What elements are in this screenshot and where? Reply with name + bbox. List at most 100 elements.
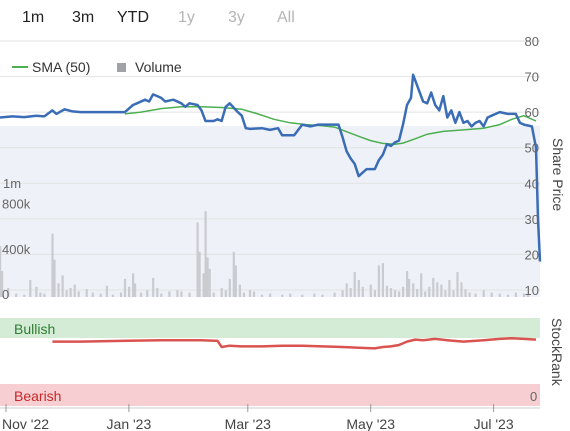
price-area-fill: [0, 126, 540, 297]
volume-bar-73: [398, 291, 401, 297]
x-tick-label-2: Mar '23: [225, 416, 271, 431]
volume-bar-84: [440, 284, 443, 297]
volume-bar-75: [406, 271, 409, 297]
volume-bar-33: [176, 290, 179, 297]
range-button-1m[interactable]: 1m: [22, 9, 44, 26]
volume-bar-63: [353, 272, 356, 297]
legend: SMA (50) Volume: [12, 59, 182, 75]
volume-bar-68: [377, 265, 380, 297]
volume-bar-74: [402, 286, 405, 297]
price-tick-60: 60: [525, 105, 539, 120]
volume-bar-58: [321, 294, 324, 297]
legend-volume-label: Volume: [135, 59, 182, 75]
volume-bar-79: [420, 273, 423, 297]
volume-bar-42: [212, 292, 215, 297]
volume-bar-60: [341, 290, 344, 297]
volume-bar-97: [514, 292, 517, 297]
volume-bar-45: [228, 278, 231, 297]
volume-bar-56: [301, 294, 304, 297]
range-button-all: All: [277, 9, 295, 26]
price-tick-30: 30: [525, 212, 539, 227]
bearish-band: [0, 384, 540, 406]
volume-bar-43: [220, 288, 223, 297]
volume-bar-85: [444, 290, 447, 297]
price-tick-20: 20: [525, 247, 539, 262]
volume-bar-96: [506, 294, 509, 297]
volume-bar-8: [43, 293, 46, 297]
volume-bar-82: [432, 277, 435, 297]
volume-bar-44: [224, 290, 227, 297]
volume-bar-52: [260, 294, 264, 297]
volume-bar-67: [373, 290, 376, 297]
volume-bar-1: [1, 271, 4, 297]
price-tick-50: 50: [525, 141, 539, 156]
volume-bar-39: [204, 211, 207, 297]
price-tick-10: 10: [525, 283, 539, 298]
volume-tick-0: 0: [2, 287, 9, 302]
volume-bar-20: [105, 285, 108, 297]
volume-bar-95: [498, 293, 501, 297]
volume-bar-59: [333, 292, 336, 297]
volume-bar-47: [234, 265, 237, 297]
volume-axis-ticks: 800k 400k 0: [2, 197, 31, 302]
stockrank-panel: Bullish Bearish 0 StockRank: [0, 318, 565, 406]
volume-bar-70: [385, 285, 389, 297]
volume-bar-77: [412, 283, 415, 297]
volume-bar-57: [313, 293, 316, 297]
volume-bar-61: [345, 283, 348, 297]
volume-bar-28: [146, 290, 149, 297]
price-tick-40: 40: [525, 176, 539, 191]
volume-bar-76: [408, 278, 411, 297]
volume-tick-800k: 800k: [2, 197, 31, 212]
volume-bar-6: [35, 286, 38, 297]
volume-bar-22: [119, 292, 123, 297]
volume-bar-40: [206, 257, 209, 297]
volume-bar-48: [238, 284, 241, 297]
volume-bar-64: [357, 280, 360, 297]
x-axis: Nov '22 Jan '23 Mar '23 May '23 Jul '23: [0, 404, 540, 431]
volume-bar-65: [361, 286, 364, 297]
volume-bar-78: [416, 289, 419, 297]
volume-bar-51: [252, 291, 256, 297]
volume-bar-19: [99, 293, 102, 297]
volume-bar-3: [15, 293, 18, 297]
price-tick-80: 80: [525, 34, 539, 49]
volume-bar-69: [381, 263, 384, 297]
volume-bar-30: [156, 288, 159, 297]
volume-bar-9: [51, 233, 54, 297]
volume-panel-label: 1m: [3, 176, 21, 191]
volume-bar-53: [269, 293, 272, 297]
volume-bar-31: [160, 293, 163, 297]
volume-bar-54: [281, 294, 284, 297]
volume-bar-4: [23, 294, 26, 297]
volume-bar-80: [424, 291, 427, 297]
volume-bar-21: [111, 294, 114, 297]
sma-50-line: [124, 106, 537, 145]
volume-bar-88: [456, 272, 459, 297]
x-tick-label-0: Nov '22: [2, 416, 49, 431]
volume-bar-14: [69, 288, 72, 297]
stockrank-line: [52, 336, 537, 350]
volume-bar-98: [522, 293, 526, 297]
price-axis-ticks: 80 70 60 50 40 30 20 10: [525, 34, 539, 298]
volume-bar-34: [180, 291, 183, 297]
range-button-3m[interactable]: 3m: [72, 9, 94, 26]
volume-bar-10: [53, 259, 56, 297]
volume-bar-0: [0, 246, 2, 297]
volume-bar-15: [73, 284, 76, 297]
legend-sma-label: SMA (50): [32, 59, 90, 75]
volume-bar-23: [123, 278, 127, 297]
volume-bar-17: [85, 289, 88, 297]
legend-volume-swatch: [117, 63, 126, 72]
volume-bar-91: [468, 292, 471, 297]
volume-bar-32: [168, 291, 171, 297]
range-button-1y: 1y: [178, 9, 195, 26]
volume-tick-400k: 400k: [2, 242, 31, 257]
range-button-ytd[interactable]: YTD: [117, 9, 149, 26]
price-tick-70: 70: [525, 70, 539, 85]
volume-bar-16: [77, 291, 80, 297]
volume-bar-81: [428, 286, 431, 297]
volume-bar-5: [29, 280, 32, 297]
